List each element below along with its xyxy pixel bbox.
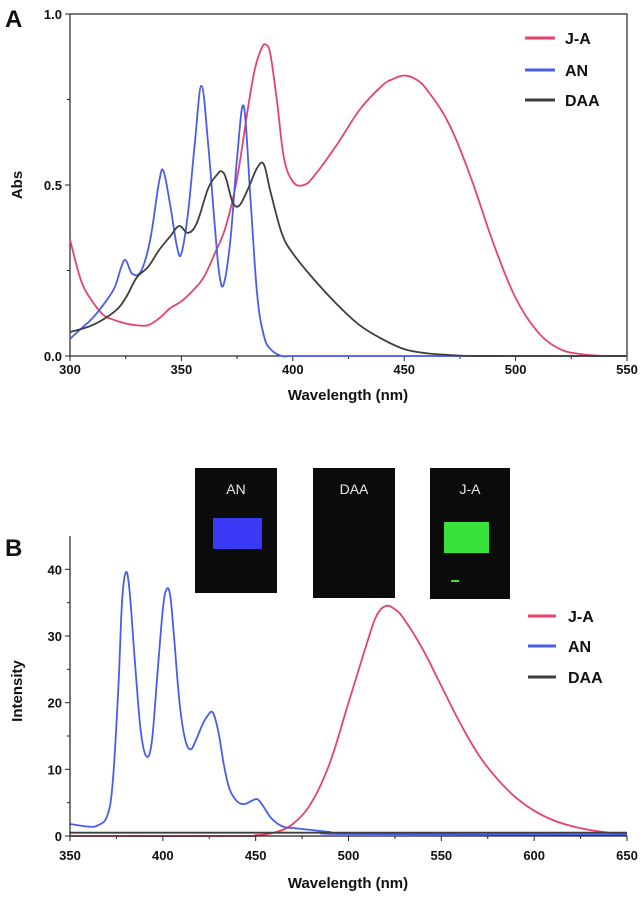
panel-a-xtick-label-350: 350 [171, 362, 193, 377]
panel-b-x-tick-labels: 350 400 450 500 550 600 650 [59, 848, 638, 863]
photo-j-a-emission [444, 522, 489, 553]
panel-b-line-j-a [69, 604, 628, 837]
panel-a-x-axis-title: Wavelength (nm) [288, 387, 408, 404]
panel-b-xtick-label-650: 650 [616, 848, 638, 863]
panel-b-ytick-label-10: 10 [48, 762, 62, 777]
legend-a-label-an: AN [565, 63, 588, 80]
panel-b-series [69, 571, 628, 837]
photo-daa-label: DAA [340, 481, 369, 497]
photo-j-a: J-A [430, 468, 510, 599]
panel-a-xtick-label-500: 500 [505, 362, 527, 377]
panel-a-xtick-label-300: 300 [59, 362, 81, 377]
panel-a: A 300 350 400 450 500 550 0.0 0.5 1.0 Wa… [5, 6, 638, 404]
panel-b-xtick-label-500: 500 [338, 848, 360, 863]
panel-a-ytick-label-1: 1.0 [44, 7, 62, 22]
panel-a-xtick-label-400: 400 [282, 362, 304, 377]
panel-b-line-an [69, 571, 628, 836]
panel-a-line-an [69, 84, 627, 358]
panel-b-y-axis-title: Intensity [9, 660, 26, 722]
photo-j-a-label: J-A [460, 481, 482, 497]
photo-j-a-emission-speck [451, 580, 459, 582]
panel-b-y-tick-labels: 0 10 20 30 40 [48, 562, 62, 844]
panel-a-series [69, 43, 628, 358]
photo-an-label: AN [226, 481, 245, 497]
panel-b-ticks [65, 568, 628, 841]
panel-b-xtick-label-350: 350 [59, 848, 81, 863]
panel-a-y-axis-title: Abs [9, 171, 26, 199]
panel-b-ytick-label-40: 40 [48, 562, 62, 577]
panel-a-xtick-label-450: 450 [393, 362, 415, 377]
photo-daa: DAA [313, 468, 395, 598]
photo-an: AN [195, 468, 277, 593]
panel-a-x-tick-labels: 300 350 400 450 500 550 [59, 362, 638, 377]
panel-b-legend: J-A AN DAA [528, 609, 603, 687]
legend-b-label-an: AN [568, 639, 591, 656]
panel-a-frame [69, 13, 628, 357]
panel-a-line-j-a [69, 43, 628, 358]
photo-daa-background [313, 468, 395, 598]
inset-photos: AN DAA J-A [195, 468, 510, 599]
legend-a-label-j-a: J-A [565, 31, 591, 48]
panel-b-xtick-label-600: 600 [523, 848, 545, 863]
legend-b-label-j-a: J-A [568, 609, 594, 626]
panel-a-line-daa [69, 161, 627, 357]
panel-b-x-axis-title: Wavelength (nm) [288, 875, 408, 892]
panel-b-ytick-label-30: 30 [48, 629, 62, 644]
photo-an-emission [213, 518, 262, 549]
legend-a-label-daa: DAA [565, 93, 600, 110]
panel-b-letter: B [5, 535, 22, 562]
panel-b-xtick-label-550: 550 [430, 848, 452, 863]
panel-b-xtick-label-400: 400 [152, 848, 174, 863]
panel-a-legend: J-A AN DAA [525, 31, 600, 110]
panel-b-ytick-label-20: 20 [48, 696, 62, 711]
panel-b-xtick-label-450: 450 [245, 848, 267, 863]
panel-a-y-tick-labels: 0.0 0.5 1.0 [44, 7, 62, 364]
panel-a-ticks [65, 13, 628, 361]
panel-a-letter: A [5, 6, 22, 33]
panel-a-ytick-label-0-5: 0.5 [44, 178, 62, 193]
panel-b: B 350 400 450 500 550 600 650 0 10 20 30… [5, 535, 638, 892]
panel-b-ytick-label-0: 0 [55, 829, 62, 844]
panel-a-ytick-label-0: 0.0 [44, 349, 62, 364]
legend-b-label-daa: DAA [568, 670, 603, 687]
panel-a-xtick-label-550: 550 [616, 362, 638, 377]
